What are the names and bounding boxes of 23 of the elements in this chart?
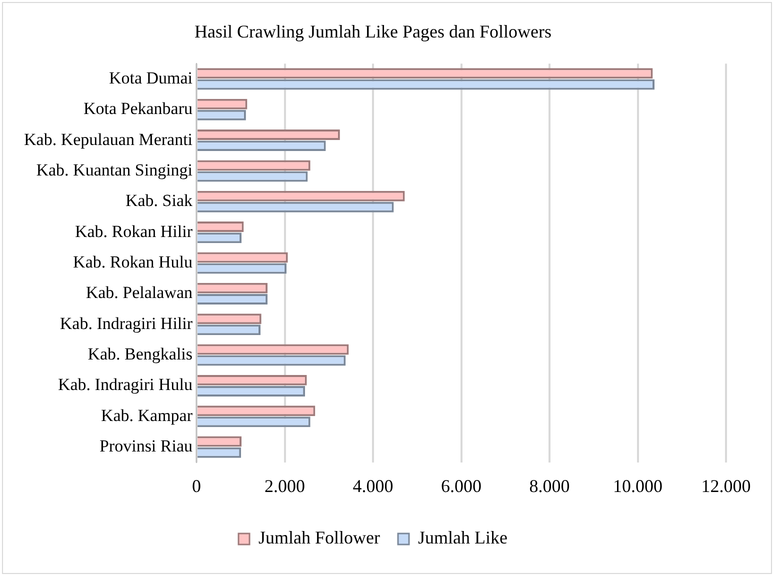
chart-title: Hasil Crawling Jumlah Like Pages dan Followers: [194, 22, 552, 42]
y-tick-label: Kab. Kepulauan Meranti: [24, 130, 193, 149]
x-tick-label: 6.000: [441, 476, 482, 496]
y-tick-label: Kab. Rokan Hulu: [73, 252, 194, 272]
legend-label: Jumlah Like: [418, 528, 508, 548]
y-tick-label: Provinsi Riau: [99, 436, 194, 456]
x-tick-label: 0: [192, 476, 202, 496]
x-tick-label: 10.000: [613, 476, 663, 496]
y-tick-label: Kota Pekanbaru: [83, 99, 194, 118]
y-tick-label: Kab. Indragiri Hilir: [60, 314, 193, 333]
x-tick-label: 12.000: [701, 476, 751, 496]
x-tick-label: 2.000: [264, 476, 306, 496]
y-tick-label: Kab. Rokan Hilir: [74, 222, 193, 241]
x-tick-label: 4.000: [352, 476, 394, 496]
y-tick-label: Kab. Pelalawan: [86, 283, 194, 302]
x-tick-label: 8.000: [529, 476, 570, 496]
y-tick-label: Kab. Kampar: [100, 406, 193, 425]
y-tick-label: Kab. Siak: [125, 191, 194, 210]
y-tick-label: Kab. Bengkalis: [88, 344, 193, 364]
y-tick-label: Kab. Indragiri Hulu: [58, 375, 194, 394]
legend-label: Jumlah Follower: [258, 528, 380, 548]
y-tick-label: Kab. Kuantan Singingi: [36, 160, 193, 180]
y-tick-label: Kota Dumai: [108, 68, 193, 88]
